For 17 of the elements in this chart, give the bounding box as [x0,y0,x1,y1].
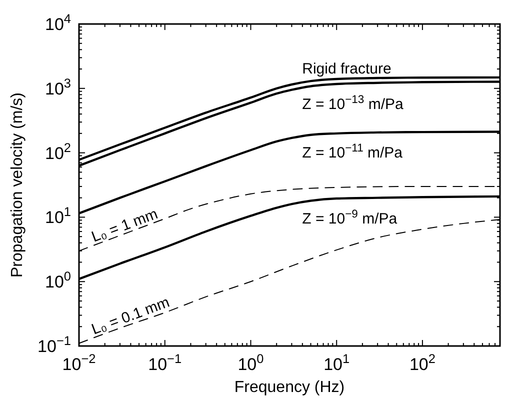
x-tick-label: 10$^{−1}$ [148,350,182,374]
x-tick-label: 10$^{0}$ [238,350,264,374]
y-tick-label: 10$^{4}$ [44,10,71,34]
x-tick-label: 10$^{1}$ [324,350,350,374]
text: L₀ = 1 mm [89,206,160,246]
x-axis-title: Frequency (Hz) [234,379,345,396]
x-tick-label: 10$^{2}$ [409,350,436,374]
y-tick-label: 10$^{0}$ [44,268,71,292]
series-label: Z = 10$^{−11}$ m/Pa [302,142,404,162]
text: L₀ = 0.1 mm [89,294,172,338]
series-label: Z = 10$^{−13}$ m/Pa [302,94,404,113]
y-axis-title: Propagation velocity (m/s) [9,92,26,278]
y-tick-label: 10$^{1}$ [44,204,71,228]
series-label: Rigid fracture [302,60,392,78]
series-label: Z = 10$^{−9}$ m/Pa [302,208,398,228]
y-tick-label: 10$^{3}$ [44,74,71,98]
y-tick-label: 10$^{2}$ [44,139,71,163]
